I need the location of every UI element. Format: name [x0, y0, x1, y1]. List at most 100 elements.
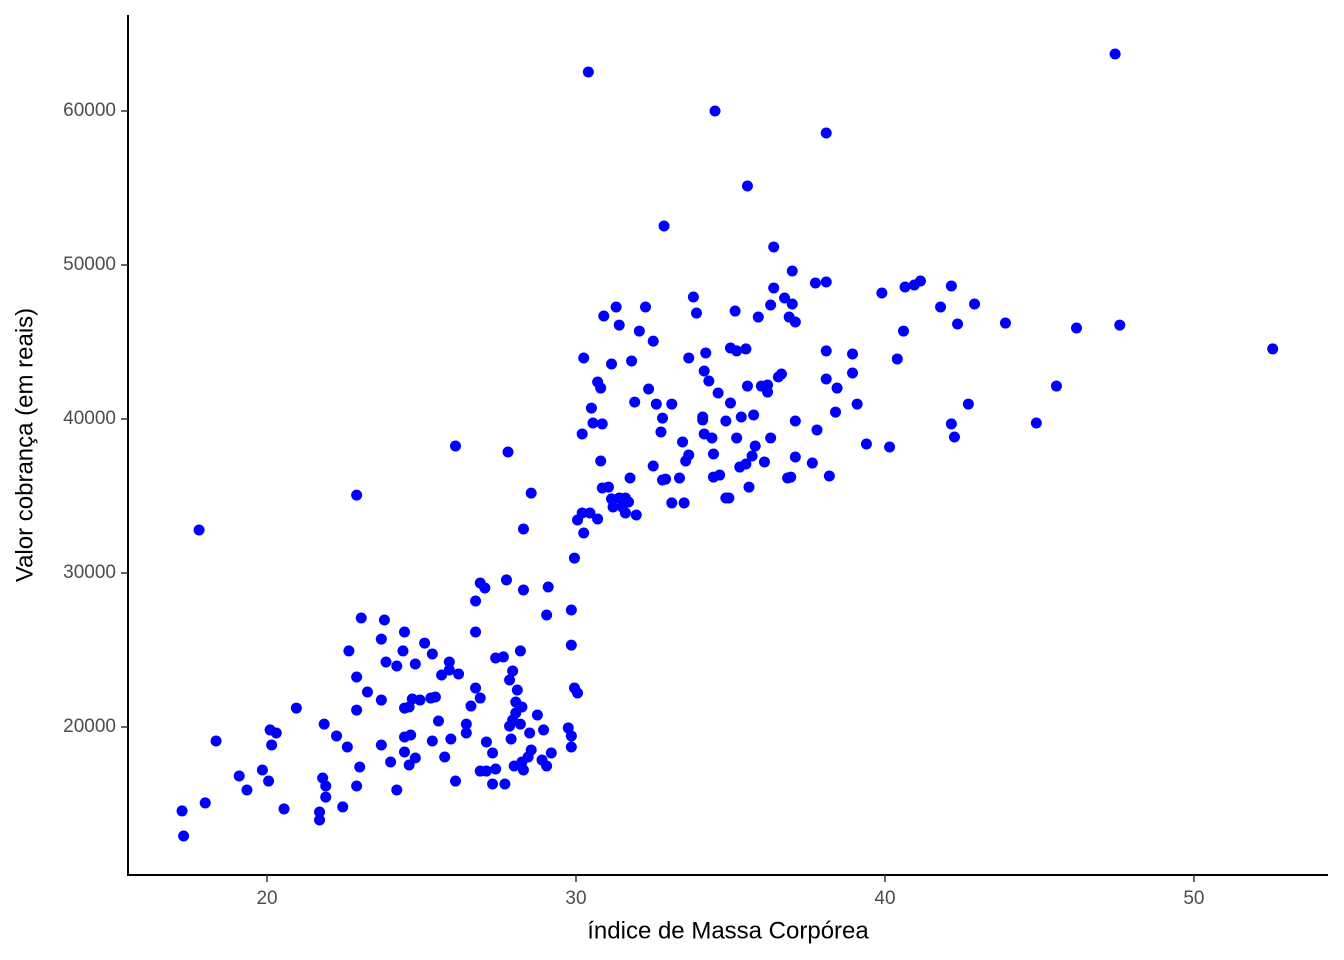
point: [765, 432, 777, 444]
point: [414, 694, 426, 706]
point: [789, 415, 801, 427]
point: [517, 523, 529, 535]
point: [690, 307, 702, 319]
point: [541, 609, 553, 621]
point: [741, 180, 753, 192]
point: [320, 780, 332, 792]
point: [811, 424, 823, 436]
point: [578, 352, 590, 364]
point: [525, 744, 537, 756]
point: [480, 765, 492, 777]
point: [687, 291, 699, 303]
point: [409, 752, 421, 764]
point: [256, 764, 268, 776]
point: [576, 507, 588, 519]
point: [584, 507, 596, 519]
point: [517, 584, 529, 596]
point: [524, 727, 536, 739]
point: [740, 343, 752, 355]
point: [525, 487, 537, 499]
point: [666, 398, 678, 410]
point: [707, 448, 719, 460]
point: [633, 325, 645, 337]
point: [193, 524, 205, 536]
point: [470, 595, 482, 607]
point: [847, 348, 859, 360]
point: [595, 382, 607, 394]
point: [314, 806, 326, 818]
point: [703, 375, 715, 387]
point: [623, 496, 635, 508]
point: [585, 402, 597, 414]
point: [731, 432, 743, 444]
y-tick-label: 30000: [63, 562, 116, 583]
point: [505, 733, 517, 745]
point: [740, 458, 752, 470]
point: [714, 469, 726, 481]
point: [749, 440, 761, 452]
point: [831, 382, 843, 394]
point: [610, 301, 622, 313]
point: [789, 316, 801, 328]
point: [375, 633, 387, 645]
point: [785, 471, 797, 483]
point: [480, 736, 492, 748]
point: [626, 355, 638, 367]
point: [731, 345, 743, 357]
point: [1050, 380, 1062, 392]
point: [630, 509, 642, 521]
point: [565, 730, 577, 742]
point: [952, 318, 964, 330]
point: [809, 277, 821, 289]
point: [789, 451, 801, 463]
point: [449, 440, 461, 452]
point: [823, 470, 835, 482]
point: [380, 656, 392, 668]
point: [497, 651, 509, 663]
point: [241, 784, 253, 796]
point: [470, 626, 482, 638]
point: [391, 660, 403, 672]
point: [375, 694, 387, 706]
point: [199, 797, 211, 809]
point: [449, 775, 461, 787]
point: [643, 383, 655, 395]
point: [748, 409, 760, 421]
point: [541, 760, 553, 772]
point: [516, 701, 528, 713]
point: [419, 637, 431, 649]
point: [658, 220, 670, 232]
point: [820, 127, 832, 139]
point: [712, 387, 724, 399]
point: [233, 770, 245, 782]
point: [884, 441, 896, 453]
point: [439, 751, 451, 763]
point: [724, 397, 736, 409]
point: [531, 709, 543, 721]
point: [399, 746, 411, 758]
point: [891, 353, 903, 365]
point: [542, 581, 554, 593]
point: [341, 741, 353, 753]
point: [453, 668, 465, 680]
point: [278, 803, 290, 815]
point: [969, 298, 981, 310]
point: [851, 398, 863, 410]
point: [391, 784, 403, 796]
point: [351, 704, 363, 716]
point: [426, 648, 438, 660]
point: [1071, 322, 1083, 334]
point: [677, 436, 689, 448]
point: [538, 724, 550, 736]
point: [479, 582, 491, 594]
point: [758, 456, 770, 468]
point: [595, 455, 607, 467]
point: [647, 335, 659, 347]
point: [945, 280, 957, 292]
point: [487, 747, 499, 759]
point: [666, 497, 678, 509]
point: [613, 319, 625, 331]
point: [343, 645, 355, 657]
point: [578, 527, 590, 539]
